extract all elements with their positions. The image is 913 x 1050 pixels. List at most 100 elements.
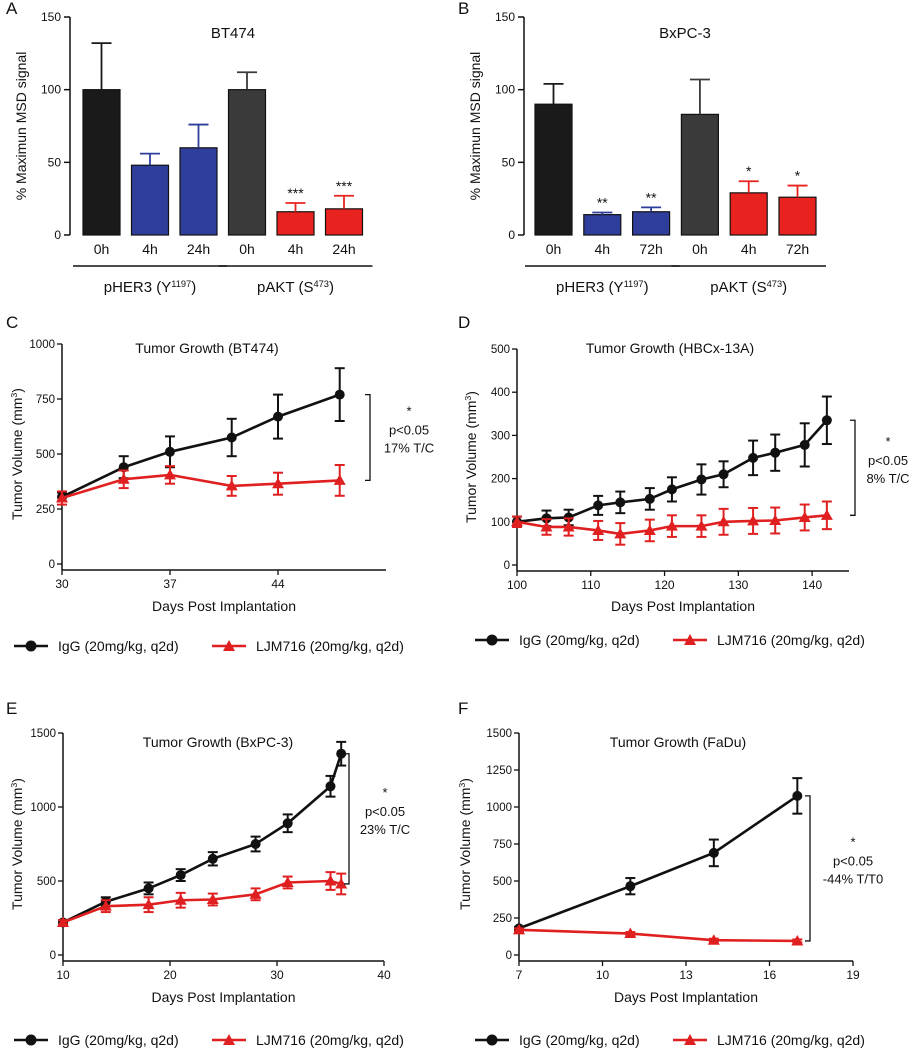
bar	[583, 214, 622, 236]
y-axis-label-sup: 3	[9, 783, 19, 788]
x-tick-label: 120	[655, 578, 675, 592]
annotation-star: *	[850, 834, 855, 849]
significance-marker: *	[795, 168, 801, 184]
group-label: pHER3 (Y1197)	[104, 279, 197, 296]
data-point	[718, 469, 729, 480]
annotation-tc: 23% T/C	[360, 822, 410, 837]
y-tick-label: 750	[493, 839, 512, 851]
category-label: 0h	[546, 241, 562, 257]
x-tick-label: 130	[728, 578, 748, 592]
data-point	[206, 893, 219, 904]
y-tick-label: 1000	[29, 339, 55, 351]
data-point	[821, 415, 832, 426]
data-point	[511, 515, 523, 527]
annotation-star: *	[885, 434, 890, 449]
y-tick-label: 750	[36, 394, 55, 406]
category-label: 4h	[741, 241, 757, 257]
data-point	[820, 509, 833, 520]
group-label-sup: 1197	[624, 279, 644, 289]
y-tick-label: 1000	[30, 802, 56, 814]
group-label: pAKT (S473)	[710, 279, 787, 296]
y-tick-label: 0	[508, 228, 515, 242]
x-tick-label: 10	[56, 968, 70, 982]
data-point	[207, 853, 218, 864]
line-chart-d: Tumor Growth (HBCx-13A) 0 100 200 300 400 500 1…	[463, 340, 910, 648]
significance-bracket	[850, 419, 856, 516]
legend-marker-ljm716	[223, 640, 235, 651]
series-line-1	[61, 473, 340, 500]
x-tick-label: 37	[163, 577, 177, 591]
y-axis-label-main: Tumor Volume (mm	[457, 788, 473, 910]
legend: IgG (20mg/kg, q2d) LJM716 (20mg/kg, q2d)	[14, 638, 404, 654]
data-point	[707, 934, 720, 945]
data-point	[57, 916, 69, 927]
panel-letter-f: F	[458, 699, 468, 718]
significance-marker: **	[597, 194, 608, 210]
y-tick-label: 500	[493, 876, 512, 888]
data-point	[336, 748, 347, 759]
category-label: 0h	[239, 241, 255, 257]
legend-label-ljm716: LJM716 (20mg/kg, q2d)	[717, 632, 865, 648]
x-tick-label: 40	[377, 968, 391, 982]
y-tick-label: 0	[54, 228, 61, 242]
annotation-tc: 8% T/C	[866, 471, 909, 486]
group-label-sup: 1197	[171, 279, 191, 289]
data-point	[175, 870, 186, 881]
annotation-tc: 17% T/C	[384, 441, 434, 456]
group-label-sup: 473	[767, 279, 783, 289]
data-point	[562, 520, 575, 532]
data-point	[748, 452, 759, 463]
annotation-pvalue: p<0.05	[389, 423, 429, 438]
bar	[82, 89, 121, 236]
y-axis-label: % Maximun MSD signal	[13, 52, 29, 201]
data-point	[513, 923, 525, 935]
data-point	[799, 439, 810, 450]
chart-title: Tumor Growth (FaDu)	[610, 734, 746, 750]
bar	[534, 103, 573, 236]
annotation-star: *	[406, 404, 411, 419]
y-axis-label-tail: )	[463, 391, 479, 396]
y-tick-label: 0	[50, 950, 56, 962]
data-point	[226, 432, 237, 443]
data-point	[593, 500, 604, 511]
series-line-1	[518, 928, 798, 943]
category-label: 72h	[786, 241, 809, 257]
line-chart-f: Tumor Growth (FaDu) 0 250 500 750 1000 1250 150…	[457, 728, 883, 1048]
bar	[729, 192, 768, 236]
legend-marker-ljm716	[684, 634, 696, 645]
y-axis-label: % Maximun MSD signal	[467, 52, 483, 201]
bar	[324, 208, 364, 236]
y-axis-label: Tumor Volume (mm3)	[9, 388, 25, 520]
x-axis-label: Days Post Implantation	[611, 598, 755, 614]
bar	[680, 113, 720, 236]
x-tick-label: 20	[163, 968, 177, 982]
significance-marker: **	[646, 189, 657, 205]
legend-label-igg: IgG (20mg/kg, q2d)	[58, 1032, 179, 1048]
x-tick-label: 30	[270, 968, 284, 982]
data-point	[592, 524, 605, 535]
data-point	[335, 877, 348, 889]
data-point	[281, 876, 294, 887]
legend: IgG (20mg/kg, q2d) LJM716 (20mg/kg, q2d)	[475, 632, 865, 648]
y-tick-label: 200	[491, 474, 510, 486]
chart-title: Tumor Growth (HBCx-13A)	[586, 340, 754, 356]
series-line-0	[61, 393, 341, 499]
y-axis-label-sup: 3	[463, 396, 473, 401]
x-axis-label: Days Post Implantation	[152, 989, 296, 1005]
y-axis-label-sup: 3	[457, 783, 467, 788]
line-chart-c: Tumor Growth (BT474) 0 250 500 750 1000 30 37 44…	[9, 339, 434, 654]
bar	[130, 164, 170, 236]
group-label: pHER3 (Y1197)	[556, 279, 649, 296]
data-point	[334, 389, 345, 400]
y-axis-label-main: Tumor Volume (mm	[9, 788, 25, 910]
data-point	[792, 790, 803, 801]
data-point	[282, 818, 293, 829]
y-axis-label-tail: )	[9, 388, 25, 393]
x-tick-label: 44	[271, 577, 285, 591]
x-tick-label: 140	[802, 578, 822, 592]
data-point	[174, 894, 187, 905]
y-tick-label: 1000	[486, 802, 512, 814]
data-point	[143, 883, 154, 894]
data-point	[791, 934, 804, 946]
